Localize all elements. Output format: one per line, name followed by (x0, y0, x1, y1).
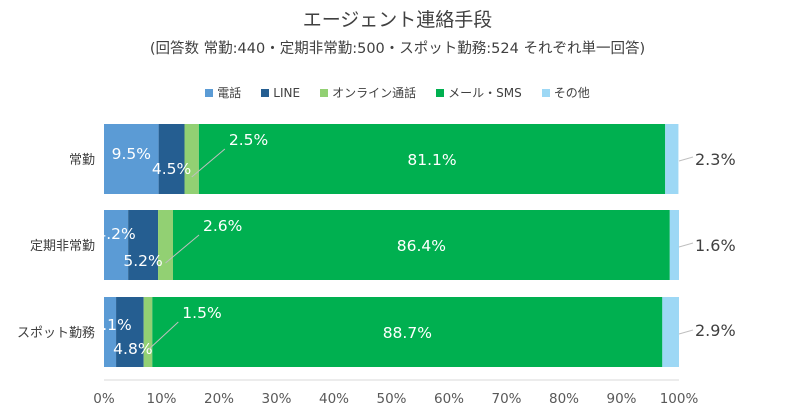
legend-swatch (261, 88, 270, 97)
legend-label: 電話 (217, 86, 242, 100)
bar-segment (116, 297, 144, 367)
data-label: 9.5% (112, 145, 151, 163)
category-label: 定期非常勤 (30, 239, 95, 254)
legend-swatch (205, 88, 214, 97)
leader-line (147, 321, 179, 351)
bar-segment (152, 297, 663, 367)
bar-segment (665, 124, 679, 194)
data-label: 4.8% (113, 340, 152, 358)
legend-swatch (436, 88, 445, 97)
data-label: 2.5% (229, 131, 268, 149)
category-label: スポット勤務 (17, 326, 95, 341)
leader-line (191, 148, 226, 178)
x-tick-label: 70% (491, 391, 521, 407)
chart-title: エージェント連絡手段 (302, 9, 493, 31)
data-label: 2.9% (695, 321, 736, 340)
bar-segment (173, 210, 670, 280)
bar-segment (158, 124, 185, 194)
legend-label: メール・SMS (448, 86, 522, 100)
leader-line (165, 234, 200, 264)
x-tick-label: 90% (606, 391, 636, 407)
x-tick-label: 20% (204, 391, 234, 407)
legend-item-2: オンライン通話 (320, 84, 416, 101)
bar-segment (104, 210, 129, 280)
bar-segment (198, 124, 666, 194)
category-label: 常勤 (69, 153, 95, 168)
data-label: 1.5% (182, 304, 221, 322)
bar-segment (662, 297, 679, 367)
data-label: 81.1% (407, 151, 456, 169)
leader-line (678, 242, 694, 248)
data-label: 4.2% (96, 225, 135, 243)
x-tick-label: 50% (376, 391, 406, 407)
data-label: 5.2% (123, 252, 162, 270)
legend-swatch (320, 88, 329, 97)
x-tick-label: 40% (319, 391, 349, 407)
bar-segment (158, 210, 173, 280)
data-label: 2.3% (695, 150, 736, 169)
bar-segment (143, 297, 153, 367)
data-label: 2.1% (92, 316, 131, 334)
legend-item-4: その他 (541, 84, 590, 101)
bar-segment (184, 124, 199, 194)
bar-segment (669, 210, 679, 280)
legend-swatch (541, 88, 550, 97)
leader-line (678, 329, 694, 335)
data-label: 1.6% (695, 236, 736, 255)
bar-segment (104, 297, 117, 367)
data-label: 86.4% (397, 237, 446, 255)
chart-subtitle: (回答数 常勤:440・定期非常勤:500・スポット勤務:524 それぞれ単一回… (149, 41, 646, 57)
leader-line (678, 156, 694, 162)
legend-label: その他 (553, 86, 590, 100)
data-label: 88.7% (383, 324, 432, 342)
legend-label: オンライン通話 (332, 86, 417, 100)
x-tick-label: 10% (146, 391, 176, 407)
bar-segment (128, 210, 159, 280)
x-tick-label: 80% (549, 391, 579, 407)
x-tick-label: 100% (660, 391, 699, 407)
data-label: 4.5% (152, 160, 191, 178)
x-tick-label: 30% (261, 391, 291, 407)
x-tick-label: 60% (434, 391, 464, 407)
legend-label: LINE (273, 85, 301, 100)
bar-segment (104, 124, 159, 194)
legend-item-3: メール・SMS (436, 84, 522, 101)
legend-item-0: 電話 (205, 84, 241, 101)
x-tick-label: 0% (93, 391, 115, 407)
data-label: 2.6% (203, 217, 242, 235)
legend-item-1: LINE (261, 84, 300, 101)
legend: 電話 LINE オンライン通話 メール・SMS その他 (0, 84, 795, 101)
